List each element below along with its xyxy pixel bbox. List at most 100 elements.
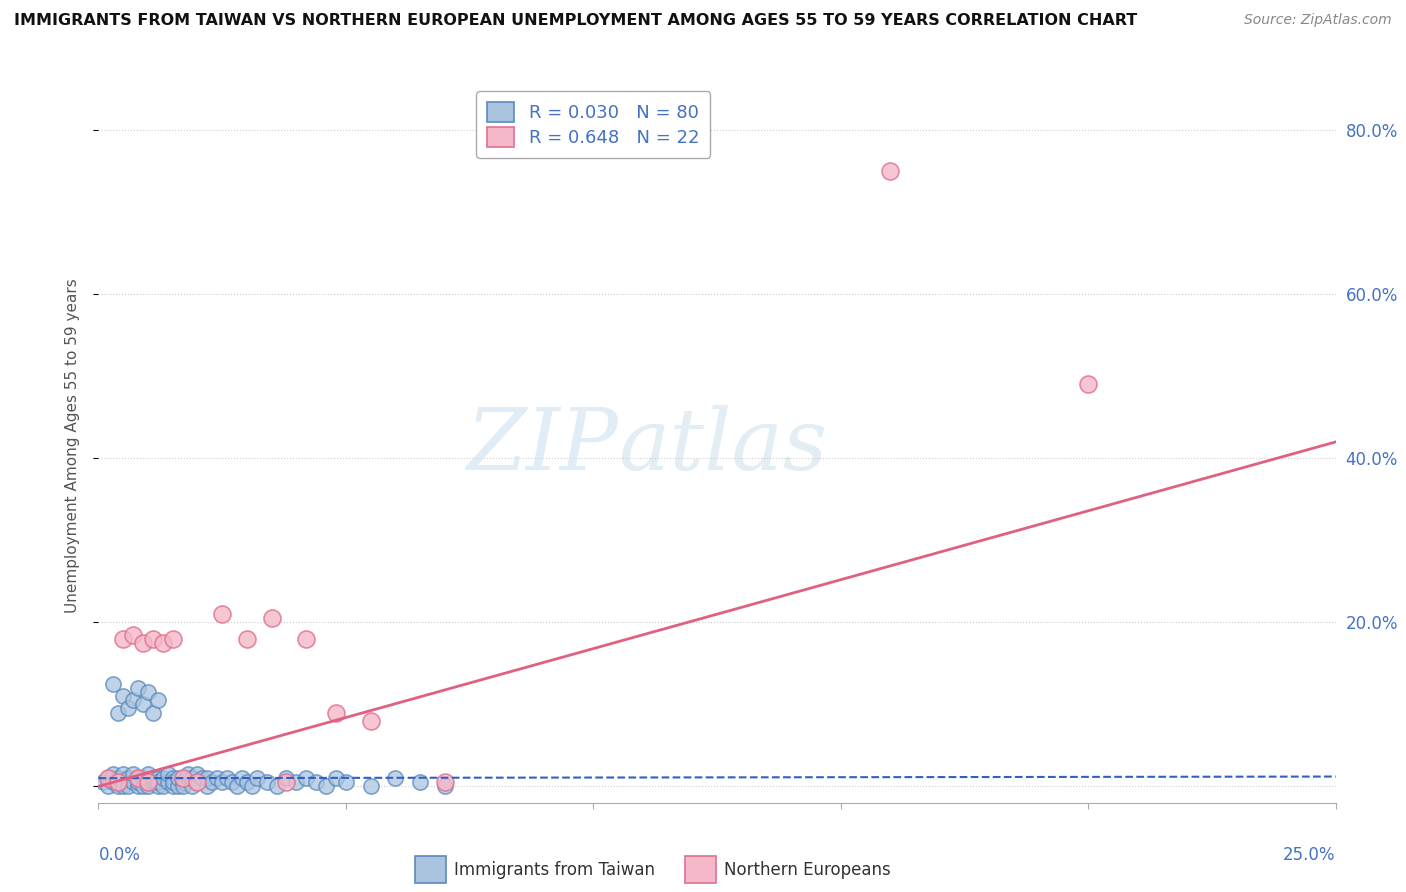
Point [162,780,184,794]
Point [236,775,259,789]
Point [127,771,149,785]
Point [221,775,243,789]
Point [186,767,208,781]
Point [97,780,120,794]
Point [433,780,456,794]
Point [117,701,139,715]
Point [325,706,347,720]
Point [132,698,155,712]
Point [156,767,179,781]
Point [162,632,184,646]
Point [97,771,120,785]
Point [240,780,263,794]
Point [136,775,159,789]
Point [176,771,198,785]
Point [142,771,165,785]
Point [186,775,208,789]
Point [186,775,208,789]
Point [146,775,169,789]
Point [117,771,139,785]
Point [285,775,308,789]
Point [315,780,337,794]
Point [325,771,347,785]
Point [103,677,125,691]
Point [172,771,194,785]
Point [231,771,253,785]
Point [107,780,129,794]
Point [112,780,135,794]
Point [295,632,318,646]
Text: 0.0%: 0.0% [98,846,141,863]
Point [127,771,149,785]
Point [122,627,145,641]
Point [146,771,169,785]
Point [211,607,233,622]
Point [136,685,159,699]
Point [256,775,278,789]
Point [166,780,188,794]
Point [152,636,174,650]
Point [146,693,169,707]
Point [93,775,115,789]
Text: IMMIGRANTS FROM TAIWAN VS NORTHERN EUROPEAN UNEMPLOYMENT AMONG AGES 55 TO 59 YEA: IMMIGRANTS FROM TAIWAN VS NORTHERN EUROP… [14,13,1137,29]
Point [132,780,155,794]
Point [97,771,120,785]
Text: ZIP: ZIP [467,405,619,487]
Point [112,689,135,703]
Point [117,780,139,794]
Text: Immigrants from Taiwan: Immigrants from Taiwan [454,861,655,879]
Point [305,775,328,789]
Point [142,775,165,789]
Point [152,780,174,794]
Point [132,771,155,785]
Point [384,771,406,785]
Point [122,775,145,789]
Y-axis label: Unemployment Among Ages 55 to 59 years: Unemployment Among Ages 55 to 59 years [65,278,80,614]
Point [409,775,432,789]
Point [276,771,298,785]
Point [217,771,239,785]
Point [132,636,155,650]
Point [360,780,382,794]
Point [195,780,218,794]
Point [260,611,283,625]
Point [136,767,159,781]
Point [295,771,318,785]
Point [112,632,135,646]
Point [107,706,129,720]
Point [266,780,288,794]
Point [360,714,382,728]
Text: Source: ZipAtlas.com: Source: ZipAtlas.com [1244,13,1392,28]
Point [181,771,204,785]
Point [127,775,149,789]
Point [122,693,145,707]
Point [1077,377,1099,392]
Point [156,775,179,789]
Point [127,780,149,794]
Point [335,775,357,789]
Point [107,771,129,785]
Point [191,771,214,785]
Point [172,780,194,794]
Point [103,775,125,789]
Point [142,706,165,720]
Point [201,775,224,789]
Point [236,632,259,646]
Point [152,771,174,785]
Text: Northern Europeans: Northern Europeans [724,861,891,879]
Point [166,771,188,785]
Point [142,632,165,646]
Point [433,775,456,789]
Point [122,767,145,781]
Point [879,164,901,178]
Point [172,775,194,789]
Point [246,771,269,785]
Legend: R = 0.030   N = 80, R = 0.648   N = 22: R = 0.030 N = 80, R = 0.648 N = 22 [477,91,710,158]
Point [112,775,135,789]
Point [107,775,129,789]
Point [112,767,135,781]
Point [181,780,204,794]
Point [226,780,249,794]
Point [211,775,233,789]
Point [195,771,218,785]
